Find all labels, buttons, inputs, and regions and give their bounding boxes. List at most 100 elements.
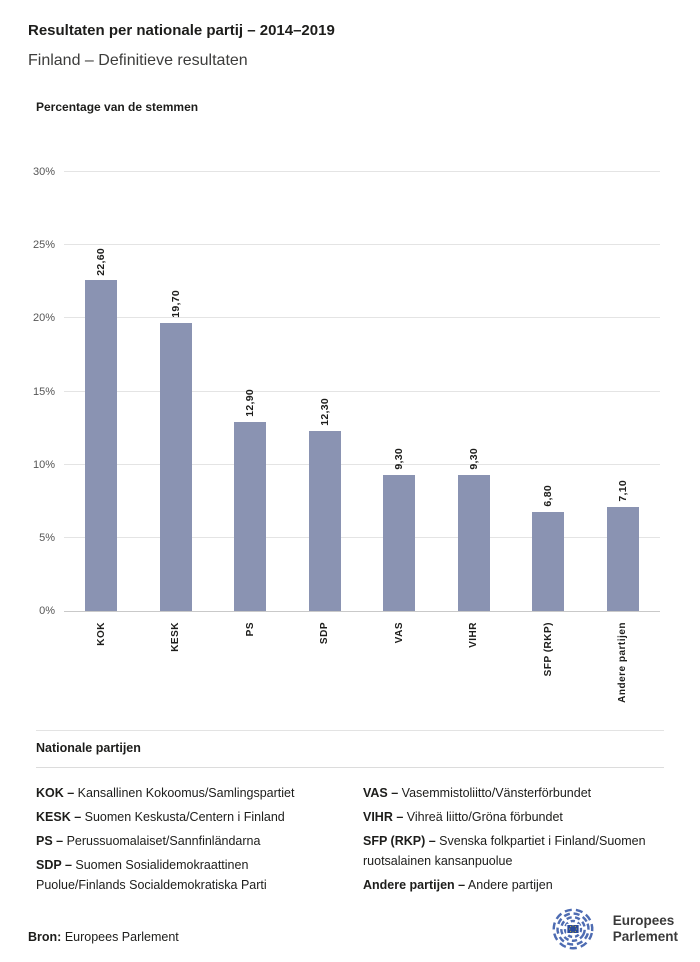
- legend-column: VAS – Vasemmistoliitto/Vänsterförbundet V…: [363, 783, 664, 899]
- european-parliament-logo: Europees Parlement: [542, 908, 678, 950]
- bar-value-label: 12,30: [318, 398, 331, 427]
- bar: [308, 431, 341, 611]
- legend-columns: KOK – Kansallinen Kokoomus/Samlingsparti…: [36, 768, 664, 899]
- x-axis-category-label: VIHR: [468, 622, 480, 648]
- party-name: Andere partijen: [465, 878, 553, 892]
- logo-line-2: Parlement: [612, 929, 678, 944]
- source-line: Bron: Europees Parlement: [28, 930, 179, 950]
- bar-column: 6,80: [511, 172, 586, 611]
- gridline: [64, 171, 660, 172]
- party-name: Suomen Keskusta/Centern i Finland: [81, 810, 285, 824]
- national-parties-section: Nationale partijen KOK – Kansallinen Kok…: [36, 730, 664, 899]
- party-abbreviation: Andere partijen –: [363, 878, 466, 892]
- bar-value-label: 9,30: [467, 448, 480, 470]
- x-label-cell: PS: [213, 612, 288, 724]
- logo-wordmark: Europees Parlement: [613, 913, 678, 945]
- legend-item: KOK – Kansallinen Kokoomus/Samlingsparti…: [36, 783, 337, 803]
- x-label-cell: VAS: [362, 612, 437, 724]
- bar-column: 19,70: [139, 172, 214, 611]
- gridline: [64, 244, 660, 246]
- bar: [85, 280, 118, 611]
- bar: [606, 507, 639, 611]
- x-label-cell: SFP (RKP): [511, 612, 586, 724]
- bar-value-label: 6,80: [542, 484, 555, 507]
- x-label-cell: SDP: [288, 612, 363, 724]
- legend-item: VAS – Vasemmistoliitto/Vänsterförbundet: [363, 783, 664, 803]
- party-name: Vasemmistoliitto/Vänsterförbundet: [398, 786, 592, 800]
- x-label-cell: KOK: [64, 612, 139, 724]
- bar: [532, 511, 565, 611]
- eu-flag-stars: [568, 925, 577, 933]
- footer: Bron: Europees Parlement: [28, 908, 678, 950]
- legend-item: KESK – Suomen Keskusta/Centern i Finland: [36, 807, 337, 827]
- legend-item: SDP – Suomen Sosialidemokraattinen Puolu…: [36, 855, 337, 895]
- legend-item: PS – Perussuomalaiset/Sannfinländarna: [36, 831, 337, 851]
- logo-line-1: Europees: [612, 913, 675, 929]
- y-axis-tick-label: 0%: [39, 605, 55, 617]
- party-abbreviation: VIHR –: [363, 810, 404, 824]
- party-abbreviation: KESK –: [36, 810, 82, 824]
- party-name: Kansallinen Kokoomus/Samlingspartiet: [74, 786, 295, 800]
- bar-value-label: 12,90: [244, 389, 257, 418]
- x-axis-category-label: VAS: [393, 622, 405, 644]
- bar: [457, 474, 490, 611]
- bar-column: 9,30: [362, 172, 437, 611]
- x-axis-category-label: KESK: [170, 622, 182, 652]
- bar-value-label: 9,30: [393, 448, 406, 470]
- plot-area: 22,60 19,70 12,90 12,30 9,30 9,30 6,80 7,10 0% 5…: [33, 166, 660, 617]
- legend-heading: Nationale partijen: [36, 741, 664, 768]
- bar-column: 9,30: [437, 172, 512, 611]
- gridline: [64, 536, 660, 538]
- x-axis-category-label: Andere partijen: [617, 622, 629, 703]
- bar-column: 22,60: [64, 172, 139, 611]
- x-label-cell: KESK: [139, 612, 214, 724]
- gridline: [64, 390, 660, 392]
- legend-column: KOK – Kansallinen Kokoomus/Samlingsparti…: [36, 783, 337, 899]
- bar-value-label: 19,70: [169, 289, 182, 318]
- bar: [234, 422, 267, 611]
- party-abbreviation: SDP –: [36, 858, 72, 872]
- bars: 22,60 19,70 12,90 12,30 9,30 9,30 6,80 7,10: [64, 172, 660, 611]
- y-axis-tick-label: 20%: [32, 312, 55, 325]
- x-axis-labels: KOK KESK PS SDP VAS VIHR SFP (RKP) Andere parti…: [64, 612, 660, 724]
- page-title: Resultaten per nationale partij – 2014–2…: [28, 22, 335, 39]
- party-name: Svenska folkpartiet i Finland/Suomen ruo…: [363, 834, 646, 868]
- bar-value-label: 22,60: [95, 247, 108, 276]
- source-value: Europees Parlement: [64, 930, 179, 944]
- y-axis-tick-label: 10%: [32, 458, 55, 471]
- x-axis-category-label: SFP (RKP): [542, 622, 554, 677]
- y-axis-tick-label: 30%: [32, 166, 55, 178]
- legend-item: Andere partijen – Andere partijen: [363, 875, 664, 895]
- bar-column: 12,30: [288, 172, 363, 611]
- page-subtitle: Finland – Definitieve resultaten: [28, 52, 248, 69]
- party-abbreviation: PS –: [36, 834, 64, 848]
- y-axis-tick-label: 15%: [32, 385, 55, 398]
- party-name: Vihreä liitto/Gröna förbundet: [403, 810, 563, 824]
- source-label: Bron:: [28, 930, 62, 944]
- x-axis-category-label: PS: [244, 622, 256, 637]
- bar-column: 7,10: [586, 172, 661, 611]
- gridline: [64, 463, 660, 465]
- party-abbreviation: KOK –: [36, 786, 75, 800]
- x-label-cell: Andere partijen: [586, 612, 661, 724]
- gridline: [64, 317, 660, 319]
- x-axis-category-label: SDP: [319, 622, 331, 645]
- legend-item: SFP (RKP) – Svenska folkpartiet i Finlan…: [363, 831, 664, 871]
- ep-hemicycle-icon: [552, 908, 594, 950]
- bar: [159, 322, 192, 611]
- y-axis-tick-label: 5%: [39, 531, 55, 544]
- party-abbreviation: SFP (RKP) –: [363, 834, 436, 848]
- y-axis-tick-label: 25%: [32, 239, 55, 252]
- bar-value-label: 7,10: [616, 480, 629, 503]
- party-abbreviation: VAS –: [363, 786, 399, 800]
- bar-column: 12,90: [213, 172, 288, 611]
- eu-flag-icon: [565, 923, 580, 935]
- bar: [383, 474, 416, 611]
- legend-item: VIHR – Vihreä liitto/Gröna förbundet: [363, 807, 664, 827]
- chart-title: Percentage van de stemmen: [36, 100, 199, 114]
- x-axis-category-label: KOK: [95, 622, 107, 646]
- x-label-cell: VIHR: [437, 612, 512, 724]
- party-name: Perussuomalaiset/Sannfinländarna: [63, 834, 261, 848]
- party-name: Suomen Sosialidemokraattinen Puolue/Finl…: [36, 858, 267, 892]
